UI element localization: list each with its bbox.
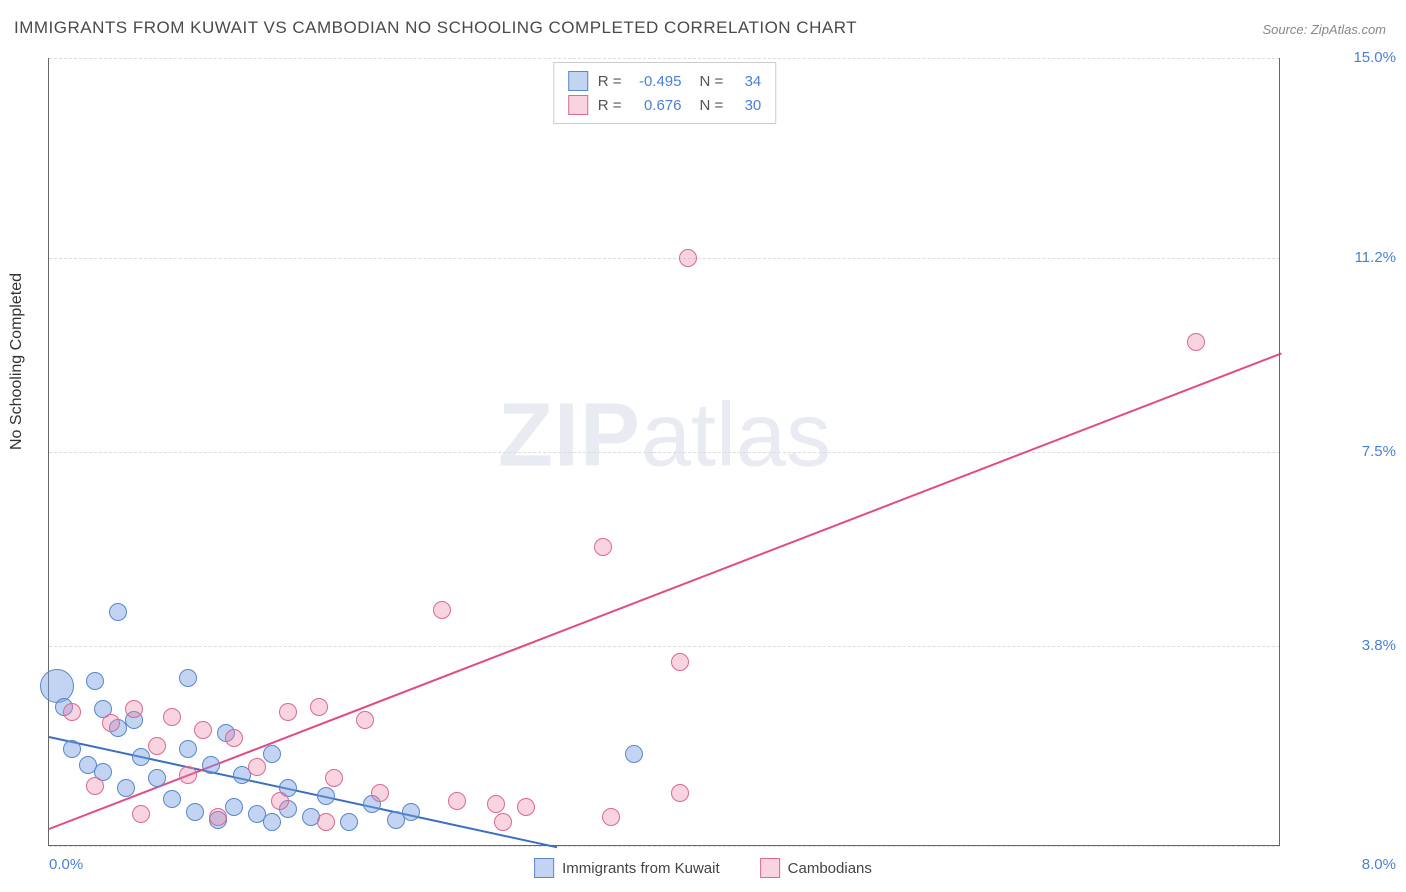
legend-label: Cambodians [788,860,872,877]
data-point [163,708,181,726]
data-point [225,729,243,747]
stats-row: R = 0.676 N = 30 [568,93,762,117]
gridline [49,258,1280,259]
trend-line [49,352,1282,829]
data-point [63,703,81,721]
watermark: ZIPatlas [498,384,831,487]
data-point [109,603,127,621]
x-tick-label: 0.0% [49,856,83,873]
data-point [448,792,466,810]
data-point [279,703,297,721]
data-point [625,745,643,763]
r-label: R = [598,97,622,114]
data-point [148,769,166,787]
data-point [186,803,204,821]
data-point [494,813,512,831]
data-point [517,798,535,816]
data-point [179,740,197,758]
r-value: -0.495 [632,73,682,90]
stats-row: R = -0.495 N = 34 [568,69,762,93]
n-label: N = [700,97,724,114]
y-axis-label: No Schooling Completed [8,273,26,450]
chart-title: IMMIGRANTS FROM KUWAIT VS CAMBODIAN NO S… [14,18,857,38]
data-point [1187,333,1205,351]
stats-swatch [568,95,588,115]
data-point [132,748,150,766]
data-point [40,669,74,703]
data-point [86,777,104,795]
data-point [263,745,281,763]
data-point [209,808,227,826]
legend-item: Cambodians [760,858,872,878]
watermark-atlas: atlas [641,385,831,485]
data-point [263,813,281,831]
n-value: 30 [733,97,761,114]
n-value: 34 [733,73,761,90]
data-point [179,669,197,687]
data-point [317,787,335,805]
watermark-zip: ZIP [498,385,641,485]
data-point [602,808,620,826]
data-point [271,792,289,810]
data-point [125,700,143,718]
data-point [248,758,266,776]
data-point [102,714,120,732]
data-point [202,756,220,774]
data-point [63,740,81,758]
legend-item: Immigrants from Kuwait [534,858,720,878]
y-tick-label: 7.5% [1286,443,1396,460]
stats-box: R = -0.495 N = 34 R = 0.676 N = 30 [553,62,777,124]
legend-swatch [534,858,554,878]
data-point [148,737,166,755]
data-point [402,803,420,821]
right-axis-bar [1279,58,1280,846]
data-point [225,798,243,816]
data-point [310,698,328,716]
y-tick-label: 11.2% [1286,249,1396,266]
data-point [433,601,451,619]
n-label: N = [700,73,724,90]
data-point [132,805,150,823]
data-point [117,779,135,797]
data-point [194,721,212,739]
gridline [49,846,1280,847]
gridline [49,452,1280,453]
r-label: R = [598,73,622,90]
data-point [179,766,197,784]
stats-swatch [568,71,588,91]
source-label: Source: ZipAtlas.com [1262,22,1386,37]
x-tick-label: 8.0% [1286,856,1396,873]
data-point [163,790,181,808]
data-point [487,795,505,813]
legend-swatch [760,858,780,878]
y-tick-label: 15.0% [1286,49,1396,66]
legend: Immigrants from Kuwait Cambodians [534,858,872,878]
data-point [317,813,335,831]
data-point [679,249,697,267]
plot-area: ZIPatlas R =-0.495N =34R =0.676N =30 3.8… [48,58,1280,846]
data-point [371,784,389,802]
data-point [671,653,689,671]
data-point [671,784,689,802]
y-tick-label: 3.8% [1286,637,1396,654]
r-value: 0.676 [632,97,682,114]
data-point [86,672,104,690]
gridline [49,646,1280,647]
data-point [594,538,612,556]
data-point [356,711,374,729]
data-point [325,769,343,787]
gridline [49,58,1280,59]
legend-label: Immigrants from Kuwait [562,860,720,877]
data-point [340,813,358,831]
